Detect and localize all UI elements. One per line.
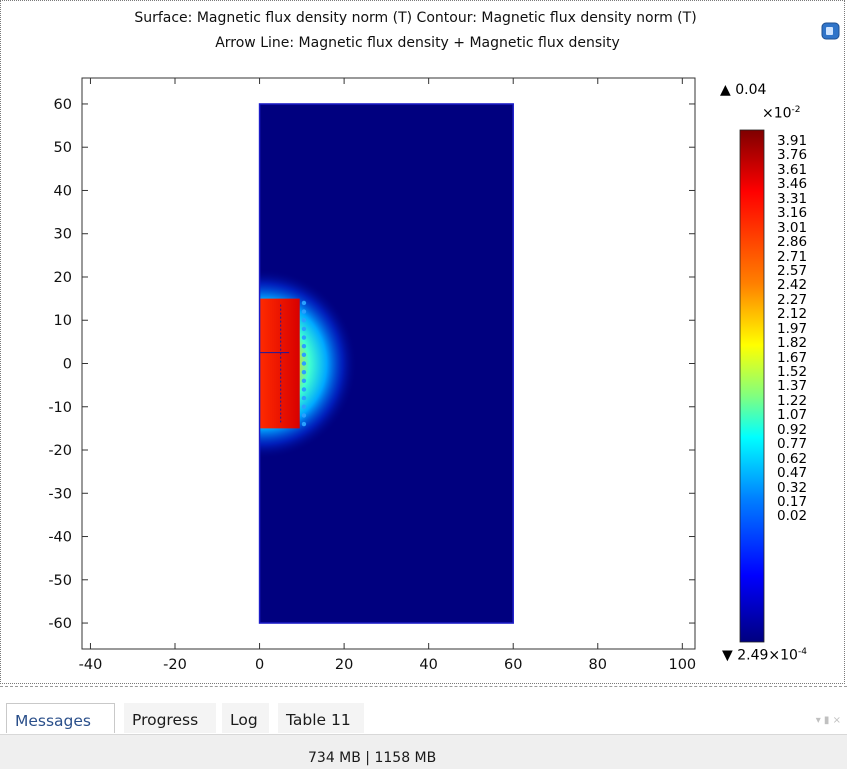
colorbar-tick-label: 3.31 <box>777 190 808 207</box>
colorbar-tick-label: 0.17 <box>777 493 808 510</box>
colorbar-tick-label: 3.01 <box>777 219 808 236</box>
y-axis-ticks: 60 50 40 30 20 10 0 -10 -20 -30 -40 -50 -60 <box>48 97 695 632</box>
colorbar-min-label: ▼ 2.49×10-4 <box>722 647 807 664</box>
arrow-marker <box>301 413 307 418</box>
colorbar <box>739 129 765 643</box>
colorbar-tick-label: 1.52 <box>777 364 808 380</box>
graphics-toolbar-icon[interactable] <box>820 20 842 42</box>
bottom-panel-tabs: Messages Progress Log Table 11 ▾ ▮ × <box>0 693 847 733</box>
arrow-marker <box>301 318 307 323</box>
colorbar-tick-label: 1.67 <box>777 349 808 366</box>
colorbar-tick-label: 3.16 <box>777 205 808 222</box>
arrow-markers <box>301 300 307 427</box>
colorbar-tick-label: 3.76 <box>777 147 808 164</box>
x-tick-label: -20 <box>163 657 187 673</box>
status-bar: 734 MB | 1158 MB <box>0 734 847 769</box>
panel-window-controls[interactable]: ▾ ▮ × <box>815 715 841 726</box>
colorbar-tick-label: 3.91 <box>777 133 808 149</box>
colorbar-tick-label: 3.61 <box>777 161 808 178</box>
y-tick-label: 20 <box>54 270 72 286</box>
colorbar-tick-label: 2.27 <box>777 291 808 308</box>
colorbar-max-label: ▲ 0.04 <box>720 82 767 98</box>
plot-title-line-1: Surface: Magnetic flux density norm (T) … <box>134 10 697 26</box>
arrow-marker <box>301 395 307 401</box>
arrow-marker <box>301 361 307 366</box>
y-tick-label: -60 <box>48 616 72 632</box>
arrow-marker <box>301 404 307 409</box>
x-tick-label: 0 <box>255 657 264 673</box>
tab-messages[interactable]: Messages <box>6 703 115 733</box>
y-tick-label: 10 <box>54 313 72 329</box>
magnet-region <box>259 298 300 429</box>
colorbar-tick-label: 1.97 <box>777 320 808 337</box>
tab-log[interactable]: Log <box>222 703 269 733</box>
colorbar-tick-label: 2.42 <box>777 277 808 294</box>
y-tick-label: 50 <box>54 140 72 156</box>
colorbar-tick-label: 0.47 <box>777 465 808 482</box>
colorbar-tick-label: 1.22 <box>777 392 808 409</box>
memory-usage: 734 MB | 1158 MB <box>308 750 437 766</box>
tab-table-11[interactable]: Table 11 <box>278 703 364 733</box>
y-tick-label: -50 <box>48 573 72 589</box>
y-tick-label: 40 <box>54 183 72 199</box>
x-axis-ticks: -40 -20 0 20 40 60 80 100 <box>79 78 696 673</box>
colorbar-tick-label: 1.82 <box>777 335 808 352</box>
plot-title-line-2: Arrow Line: Magnetic flux density + Magn… <box>215 35 620 51</box>
arrow-marker <box>301 378 307 384</box>
domain-border <box>258 103 514 624</box>
tab-progress[interactable]: Progress <box>124 703 216 733</box>
arrow-marker <box>301 369 307 375</box>
y-tick-label: 60 <box>54 97 72 113</box>
arrow-marker <box>301 335 307 340</box>
y-tick-label: 30 <box>54 227 72 243</box>
x-tick-label: 80 <box>589 657 607 673</box>
colorbar-tick-label: 2.57 <box>777 262 808 279</box>
y-tick-label: -30 <box>48 486 72 502</box>
colorbar-tick-label: 0.77 <box>777 436 808 453</box>
arrow-marker <box>301 300 307 306</box>
arrow-marker <box>301 326 307 332</box>
x-tick-label: -40 <box>79 657 103 673</box>
arrow-marker <box>301 421 307 427</box>
arrow-marker <box>301 343 307 349</box>
plot-area[interactable]: -40 -20 0 20 40 60 80 100 6050403020100-10-20-3… <box>0 0 847 684</box>
colorbar-tick-labels: 3.91 3.76 3.61 3.46 3.31 3.16 3.01 2.86 2.71 2.57… <box>777 134 827 524</box>
x-tick-label: 60 <box>504 657 522 673</box>
colorbar-tick-label: 0.62 <box>777 450 808 467</box>
y-tick-label: 0 <box>63 357 72 373</box>
panel-separator <box>0 686 847 687</box>
colorbar-tick-label: 2.86 <box>777 234 808 251</box>
colorbar-tick-label: 0.92 <box>777 421 808 438</box>
x-tick-label: 100 <box>668 657 696 673</box>
arrow-marker <box>301 309 307 314</box>
colorbar-tick-label: 0.02 <box>777 508 808 525</box>
colorbar-tick-label: 3.46 <box>777 176 808 193</box>
colorbar-tick-label: 2.12 <box>777 306 808 323</box>
arrow-marker <box>301 352 307 358</box>
y-tick-label: -40 <box>48 530 72 546</box>
colorbar-tick-label: 1.37 <box>777 378 808 395</box>
colorbar-tick-label: 2.71 <box>777 248 808 265</box>
arrow-marker <box>301 387 307 392</box>
y-tick-label: -20 <box>48 443 72 459</box>
x-tick-label: 40 <box>419 657 437 673</box>
y-tick-label: -10 <box>48 400 72 416</box>
colorbar-tick-label: 0.32 <box>777 479 808 496</box>
colorbar-tick-label: 1.07 <box>777 407 808 424</box>
x-tick-label: 20 <box>335 657 353 673</box>
colorbar-exponent: ×10-2 <box>762 105 801 122</box>
